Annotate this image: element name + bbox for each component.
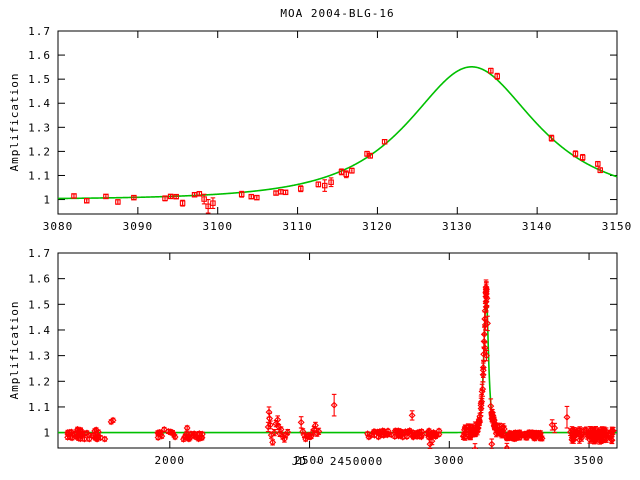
svg-text:3100: 3100: [202, 220, 233, 233]
tick-marks: [58, 252, 617, 448]
svg-text:3130: 3130: [442, 220, 473, 233]
svg-text:3500: 3500: [574, 454, 605, 467]
tick-marks: [57, 30, 618, 214]
model-curve: [58, 291, 617, 434]
svg-text:1.5: 1.5: [28, 298, 51, 311]
svg-text:3120: 3120: [362, 220, 393, 233]
svg-text:3000: 3000: [434, 454, 465, 467]
svg-text:1: 1: [43, 427, 51, 440]
svg-text:2500: 2500: [294, 454, 325, 467]
svg-text:1: 1: [43, 194, 51, 207]
bottom-panel: 2000 2500 3000 3500 1 1.1 1.2 1.3 1.4 1.5 1.6 1.7: [28, 247, 618, 467]
svg-text:1.7: 1.7: [28, 247, 51, 260]
svg-text:2000: 2000: [155, 454, 186, 467]
chart-title: MOA 2004-BLG-16: [280, 7, 395, 20]
data-points: [64, 279, 617, 449]
svg-text:1.5: 1.5: [28, 73, 51, 86]
top-panel: 3080 3090 3100 3110 3120 3130 3140 3150 1 1.1 1.2 1…: [28, 25, 633, 233]
svg-text:1.4: 1.4: [28, 97, 51, 110]
axis-frame: [57, 252, 618, 449]
svg-text:3140: 3140: [522, 220, 553, 233]
tick-labels: 2000 2500 3000 3500 1 1.1 1.2 1.3 1.4 1.5 1.6 1.7: [28, 247, 605, 467]
x-axis-label: JD - 2450000: [291, 455, 384, 468]
svg-text:1.1: 1.1: [28, 169, 51, 182]
svg-text:1.6: 1.6: [28, 273, 51, 286]
svg-text:3110: 3110: [282, 220, 313, 233]
svg-text:1.2: 1.2: [28, 375, 51, 388]
svg-text:1.6: 1.6: [28, 49, 51, 62]
data-points: [71, 67, 603, 214]
axis-frame: [57, 30, 618, 215]
svg-text:1.1: 1.1: [28, 401, 51, 414]
model-curve: [57, 66, 618, 200]
svg-text:1.3: 1.3: [28, 121, 51, 134]
svg-text:1.3: 1.3: [28, 350, 51, 363]
tick-labels: 3080 3090 3100 3110 3120 3130 3140 3150 1 1.1 1.2 1…: [28, 25, 633, 233]
svg-text:3080: 3080: [43, 220, 74, 233]
svg-text:1.7: 1.7: [28, 25, 51, 38]
svg-text:1.4: 1.4: [28, 324, 51, 337]
svg-text:3090: 3090: [123, 220, 154, 233]
svg-text:1.2: 1.2: [28, 145, 51, 158]
svg-text:3150: 3150: [602, 220, 633, 233]
